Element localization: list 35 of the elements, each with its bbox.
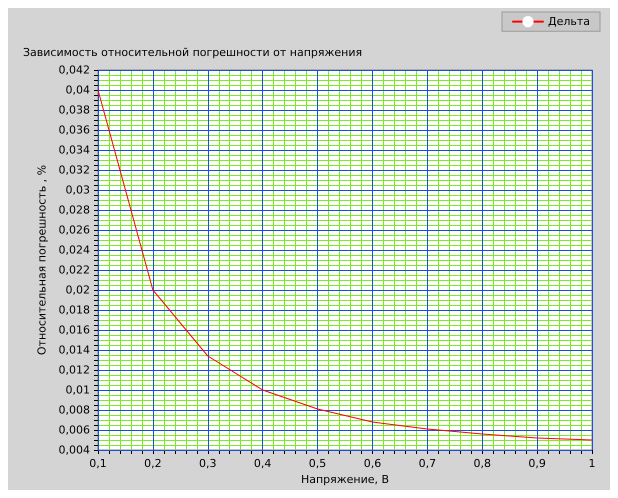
y-tick-label: 0,018 bbox=[58, 304, 90, 316]
x-tick-label: 1 bbox=[588, 457, 596, 470]
x-tick-label: 0,5 bbox=[308, 457, 326, 470]
x-tick-label: 0,4 bbox=[254, 457, 272, 470]
y-tick-label: 0,028 bbox=[58, 204, 90, 216]
y-tick-label: 0,008 bbox=[58, 404, 90, 416]
y-tick-label: 0,024 bbox=[58, 244, 90, 256]
y-tick-label: 0,038 bbox=[58, 104, 90, 116]
y-tick-label: 0,022 bbox=[58, 264, 90, 276]
x-axis-title: Напряжение, В bbox=[300, 473, 390, 486]
x-tick-label: 0,9 bbox=[528, 457, 546, 470]
y-tick-label: 0,04 bbox=[66, 84, 90, 96]
y-axis-title: Относительная погрешность , % bbox=[36, 164, 49, 356]
y-tick-label: 0,042 bbox=[58, 64, 90, 76]
legend-label: Дельта bbox=[548, 15, 590, 28]
x-tick-label: 0,6 bbox=[364, 457, 382, 470]
x-tick-label: 0,8 bbox=[473, 457, 491, 470]
y-tick-label: 0,026 bbox=[58, 224, 90, 236]
line-series bbox=[98, 90, 592, 440]
y-tick-label: 0,012 bbox=[58, 364, 90, 376]
chart-title: Зависимость относительной погрешности от напряжения bbox=[23, 46, 362, 59]
y-tick-label: 0,004 bbox=[58, 444, 90, 456]
x-tick-label: 0,3 bbox=[199, 457, 217, 470]
y-tick-label: 0,032 bbox=[58, 164, 90, 176]
y-tick-label: 0,03 bbox=[66, 184, 90, 196]
x-tick-label: 0,1 bbox=[89, 457, 107, 470]
y-tick-label: 0,02 bbox=[66, 284, 90, 296]
y-tick-label: 0,014 bbox=[58, 344, 90, 356]
x-tick-label: 0,2 bbox=[144, 457, 162, 470]
y-tick-label: 0,006 bbox=[58, 424, 90, 436]
y-tick-label: 0,01 bbox=[66, 384, 90, 396]
x-tick-label: 0,7 bbox=[418, 457, 436, 470]
y-tick-label: 0,036 bbox=[58, 124, 90, 136]
y-tick-label: 0,034 bbox=[58, 144, 90, 156]
y-tick-label: 0,016 bbox=[58, 324, 90, 336]
